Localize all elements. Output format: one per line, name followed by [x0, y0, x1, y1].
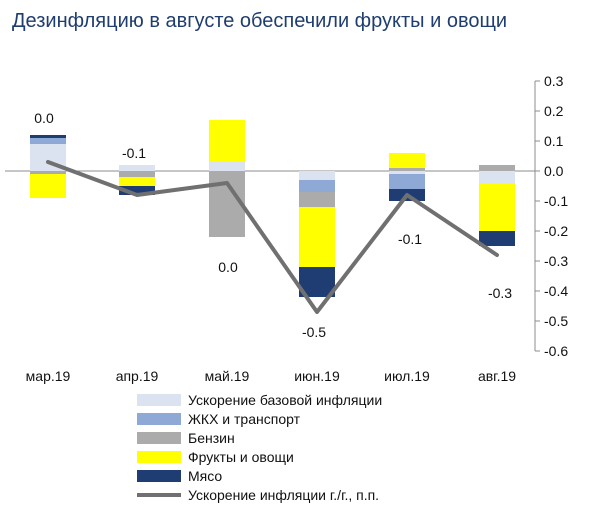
bar-series2-июн.19 [299, 192, 335, 207]
bar-series0-июн.19 [299, 171, 335, 180]
legend-swatch-fruits-vegetables [137, 450, 181, 463]
y-tick-label: -0.4 [544, 283, 568, 299]
bar-series4-мар.19 [30, 135, 66, 138]
bar-series1-мар.19 [30, 138, 66, 144]
chart-legend: Ускорение базовой инфляции ЖКХ и транспо… [137, 390, 382, 504]
bar-series1-июл.19 [389, 174, 425, 189]
bar-series3-апр.19 [119, 177, 155, 186]
bar-series2-апр.19 [119, 171, 155, 177]
bar-series0-авг.19 [479, 171, 515, 183]
legend-item-utilities-transport: ЖКХ и транспорт [137, 409, 382, 428]
legend-label-meat: Мясо [188, 467, 223, 484]
legend-swatch-inflation-line [137, 492, 181, 497]
legend-item-inflation-acceleration: Ускорение инфляции г./г., п.п. [137, 485, 382, 504]
legend-label-fruits-vegetables: Фрукты и овощи [188, 448, 294, 465]
y-tick-label: -0.3 [544, 253, 568, 269]
bar-series0-июл.19 [389, 171, 425, 174]
line-point-май.19 [225, 181, 229, 185]
line-point-июн.19 [315, 310, 319, 314]
legend-item-fruits-vegetables: Фрукты и овощи [137, 447, 382, 466]
bar-series3-май.19 [209, 120, 245, 162]
legend-item-meat: Мясо [137, 466, 382, 485]
data-label-июн.19: -0.5 [302, 324, 326, 340]
line-point-авг.19 [495, 253, 499, 257]
bar-series3-мар.19 [30, 174, 66, 198]
line-point-апр.19 [135, 193, 139, 197]
data-label-май.19: 0.0 [218, 259, 238, 275]
bar-series2-июл.19 [389, 168, 425, 171]
line-point-июл.19 [405, 193, 409, 197]
x-tick-label: июн.19 [294, 368, 340, 384]
bar-series4-авг.19 [479, 231, 515, 246]
y-tick-label: -0.6 [544, 343, 568, 359]
data-label-июл.19: -0.1 [398, 231, 422, 247]
bar-series3-июл.19 [389, 153, 425, 168]
bar-series3-авг.19 [479, 183, 515, 231]
bar-series0-май.19 [209, 162, 245, 171]
legend-swatch-meat [137, 469, 181, 482]
x-tick-label: июл.19 [384, 368, 430, 384]
legend-label-utilities-transport: ЖКХ и транспорт [188, 410, 300, 427]
x-tick-label: апр.19 [116, 368, 159, 384]
x-tick-label: авг.19 [478, 368, 516, 384]
legend-label-gasoline: Бензин [188, 429, 235, 446]
legend-item-gasoline: Бензин [137, 428, 382, 447]
legend-swatch-base-inflation [137, 393, 181, 406]
bar-series4-апр.19 [119, 186, 155, 195]
bar-series2-авг.19 [479, 165, 515, 171]
chart-title: Дезинфляцию в августе обеспечили фрукты … [12, 10, 508, 32]
x-tick-label: мар.19 [26, 368, 71, 384]
legend-swatch-utilities-transport [137, 412, 181, 425]
data-label-авг.19: -0.3 [488, 285, 512, 301]
legend-item-base-inflation: Ускорение базовой инфляции [137, 390, 382, 409]
bar-series3-июн.19 [299, 207, 335, 267]
bar-series1-июн.19 [299, 180, 335, 192]
x-tick-label: май.19 [205, 368, 250, 384]
bar-series0-апр.19 [119, 165, 155, 171]
data-label-мар.19: 0.0 [34, 110, 54, 126]
y-tick-label: -0.2 [544, 223, 568, 239]
y-tick-label: -0.1 [544, 193, 568, 209]
data-label-апр.19: -0.1 [122, 145, 146, 161]
legend-label-base-inflation: Ускорение базовой инфляции [188, 391, 383, 408]
legend-swatch-gasoline [137, 431, 181, 444]
y-tick-label: 0.0 [544, 163, 564, 179]
bar-series2-мар.19 [30, 171, 66, 174]
y-tick-label: 0.2 [544, 103, 564, 119]
line-point-мар.19 [46, 160, 50, 164]
legend-label-inflation-acceleration: Ускорение инфляции г./г., п.п. [188, 486, 380, 503]
y-tick-label: 0.1 [544, 133, 564, 149]
inflation-acceleration-line [46, 160, 499, 314]
y-tick-label: 0.3 [544, 73, 564, 89]
y-tick-label: -0.5 [544, 313, 568, 329]
